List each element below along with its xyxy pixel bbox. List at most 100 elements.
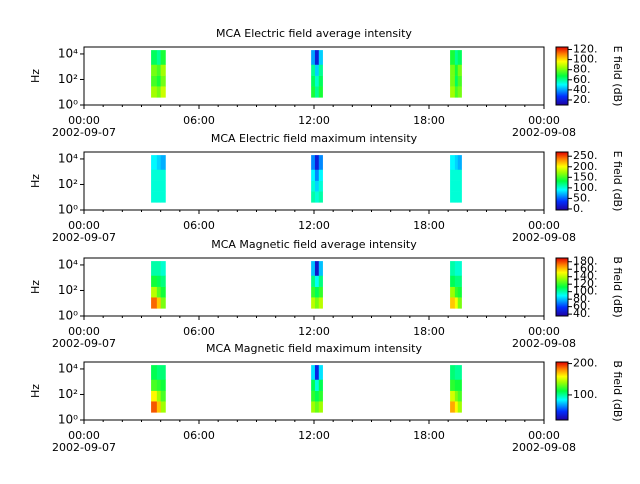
spectrogram-cell	[156, 365, 161, 380]
spectrogram-cell	[311, 180, 316, 192]
spectrogram-cell	[314, 286, 320, 298]
spectrogram-cell	[151, 50, 158, 65]
colorbar	[555, 151, 569, 211]
spectrogram-cell	[160, 275, 166, 287]
spectrogram-cell	[454, 390, 459, 402]
spectrogram-cell	[151, 275, 158, 287]
colorbar-tick-label: 100.	[573, 53, 598, 66]
x-tick-label: 12:00	[298, 325, 330, 338]
x-date-label: 2002-09-08	[512, 231, 576, 244]
spectrogram-cell	[160, 169, 166, 181]
x-tick-label: 18:00	[413, 219, 445, 232]
spectrogram-cell	[314, 390, 320, 402]
spectrogram-cell	[156, 261, 161, 276]
spectrogram-cell	[318, 50, 323, 65]
y-axis-label: Hz	[29, 174, 42, 188]
x-tick-label: 00:00	[528, 429, 560, 442]
y-tick-label: 10⁰	[58, 309, 78, 323]
spectrogram-cell	[450, 297, 456, 309]
x-tick-label: 00:00	[528, 325, 560, 338]
spectrogram-cell	[454, 50, 459, 65]
x-date-label: 2002-09-08	[512, 441, 576, 454]
spectrogram-cell	[156, 191, 161, 203]
spectrogram-cell	[311, 261, 316, 276]
spectrogram-cell	[156, 286, 161, 298]
colorbar-tick-label: 40.	[573, 83, 591, 96]
spectrogram-cell	[311, 75, 316, 87]
panel-title: MCA Magnetic field average intensity	[211, 238, 417, 251]
colorbar-tick-label: 250.	[573, 149, 598, 162]
spectrogram-cell	[457, 50, 462, 65]
spectrogram-cell	[318, 365, 323, 380]
spectrogram-cell	[457, 401, 462, 413]
spectrogram-cell	[314, 365, 320, 380]
spectrogram-cell	[457, 75, 462, 87]
spectrogram-cell	[160, 297, 166, 309]
colorbar-tick-label: 100.	[573, 388, 598, 401]
spectrogram-cell	[454, 286, 459, 298]
spectrogram-cell	[160, 390, 166, 402]
colorbar-tick-label: 80.	[573, 63, 591, 76]
spectrogram-cell	[151, 169, 158, 181]
spectrogram-cell	[160, 286, 166, 298]
spectrogram-cell	[151, 64, 158, 76]
spectrogram-cell	[160, 261, 166, 276]
colorbar-tick-label: 0.	[573, 202, 584, 215]
colorbar-tick-label: 100.	[573, 181, 598, 194]
spectrogram-cell	[457, 390, 462, 402]
spectrogram-cell	[454, 261, 459, 276]
spectrogram-cell	[450, 169, 456, 181]
spectrogram-cell	[450, 50, 456, 65]
colorbar-label: B field (dB)	[611, 360, 624, 421]
spectrogram-cell	[454, 275, 459, 287]
spectrogram-cell	[156, 50, 161, 65]
x-tick-label: 06:00	[183, 114, 215, 127]
spectrogram-cell	[314, 297, 320, 309]
spectrogram-cell	[318, 297, 323, 309]
spectrogram-cell	[311, 155, 316, 170]
spectrogram-cell	[457, 365, 462, 380]
x-date-label: 2002-09-08	[512, 337, 576, 350]
spectrogram-cell	[311, 86, 316, 98]
x-tick-label: 00:00	[68, 325, 100, 338]
x-tick-label: 12:00	[298, 429, 330, 442]
spectrogram-cell	[311, 401, 316, 413]
spectrogram-cell	[318, 191, 323, 203]
colorbar-tick-label: 50.	[573, 191, 591, 204]
y-tick-label: 10⁴	[58, 361, 78, 375]
spectrogram-cell	[457, 297, 462, 309]
colorbar-tick-label: 20.	[573, 93, 591, 106]
panel-title: MCA Magnetic field maximum intensity	[206, 342, 422, 355]
colorbar-tick-label: 150.	[573, 170, 598, 183]
spectrogram-cell	[151, 261, 158, 276]
spectrogram-cell	[314, 75, 320, 87]
spectrogram-cell	[454, 365, 459, 380]
y-tick-label: 10⁴	[58, 151, 78, 165]
spectrogram-cell	[457, 86, 462, 98]
y-tick-label: 10²	[58, 283, 78, 297]
y-tick-label: 10⁰	[58, 413, 78, 427]
spectrogram-cell	[457, 64, 462, 76]
spectrogram-cell	[156, 155, 161, 170]
spectrogram-cell	[156, 401, 161, 413]
colorbar-tick-label: 200.	[573, 160, 598, 173]
spectrogram-cell	[454, 75, 459, 87]
spectrogram-cell	[457, 191, 462, 203]
y-tick-label: 10⁴	[58, 257, 78, 271]
x-tick-label: 18:00	[413, 429, 445, 442]
x-tick-label: 06:00	[183, 219, 215, 232]
spectrogram-cell	[151, 75, 158, 87]
spectrogram-cell	[457, 286, 462, 298]
y-tick-label: 10²	[58, 72, 78, 86]
x-tick-label: 06:00	[183, 429, 215, 442]
spectrogram-cell	[311, 286, 316, 298]
spectrogram-cell	[314, 275, 320, 287]
spectrogram-cell	[311, 191, 316, 203]
spectrogram-cell	[160, 191, 166, 203]
spectrogram-cell	[450, 401, 456, 413]
spectrogram-cell	[450, 155, 456, 170]
spectrogram-cell	[160, 365, 166, 380]
colorbar-tick-label: 120.	[573, 43, 598, 56]
spectrogram-cell	[156, 64, 161, 76]
spectrogram-cell	[151, 191, 158, 203]
